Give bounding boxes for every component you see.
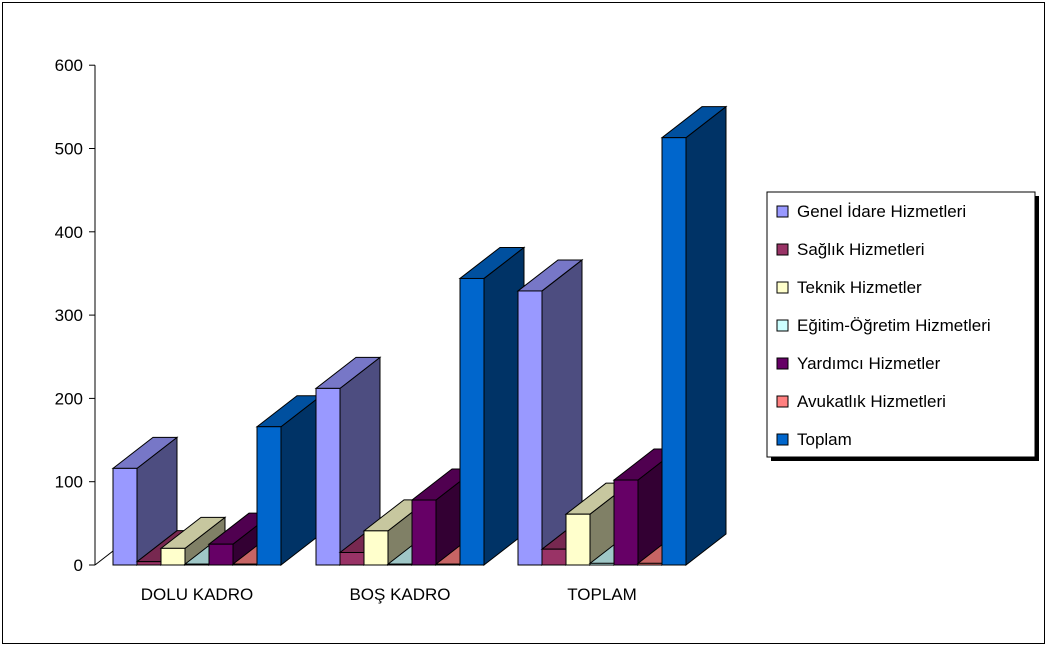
legend-label: Sağlık Hizmetleri [797,240,925,259]
bar-front [112,467,138,566]
legend-label: Teknik Hizmetler [797,278,922,297]
legend-swatch [776,281,789,294]
x-category-label: BOŞ KADRO [349,585,450,604]
bar-side [685,105,727,567]
legend-label: Genel İdare Hizmetleri [797,202,966,221]
legend-swatch [776,243,789,256]
bar-front [589,562,615,566]
bar [111,436,179,567]
bar-front [459,277,485,566]
bar [660,105,728,567]
legend-label: Yardımcı Hizmetler [797,354,941,373]
legend: Genel İdare Hizmetleri Sağlık Hizmetleri T… [766,191,1039,461]
bar-front [637,562,663,566]
y-tick-label: 600 [55,56,83,75]
y-tick-label: 500 [55,140,83,159]
bars-layer [111,105,728,567]
legend-swatch [776,433,789,446]
legend-label: Toplam [797,430,852,449]
bar [458,246,526,567]
axis-layer: 0 100 200 300 400 500 600 DOLU KADRO BOŞ KADRO TO… [55,56,637,604]
legend-swatch [776,357,789,370]
bar-front [184,563,210,566]
legend-swatch [776,395,789,408]
legend-swatch [776,319,789,332]
bar-front [613,479,639,566]
legend-label: Eğitim-Öğretim Hizmetleri [797,316,991,335]
bar-front [661,137,687,566]
x-category-label: DOLU KADRO [141,585,253,604]
bar-front [208,543,234,566]
bar-front [136,561,162,566]
bar [255,394,323,567]
bar-front [256,426,282,566]
bar-front [160,547,186,566]
legend-swatch [776,205,789,218]
bar [159,516,227,567]
bar-front [387,563,413,566]
bar-front [315,387,341,566]
y-tick-label: 200 [55,389,83,408]
legend-box [766,191,1036,458]
bar-front [232,563,258,566]
y-tick-label: 400 [55,223,83,242]
y-tick-label: 300 [55,306,83,325]
bar [314,356,382,567]
y-tick-label: 100 [55,473,83,492]
bar-front [517,290,543,566]
bar [516,258,584,567]
bar-front [541,548,567,566]
bar-chart: 0 100 200 300 400 500 600 DOLU KADRO BOŞ KADRO TO… [55,56,1039,604]
bar-front [339,552,365,566]
x-category-label: TOPLAM [567,585,637,604]
bar-front [565,513,591,566]
bar-front [411,499,437,566]
legend-label: Avukatlık Hizmetleri [797,392,946,411]
bar-front [435,563,461,566]
y-tick-label: 0 [74,556,83,575]
bar-front [363,530,389,566]
